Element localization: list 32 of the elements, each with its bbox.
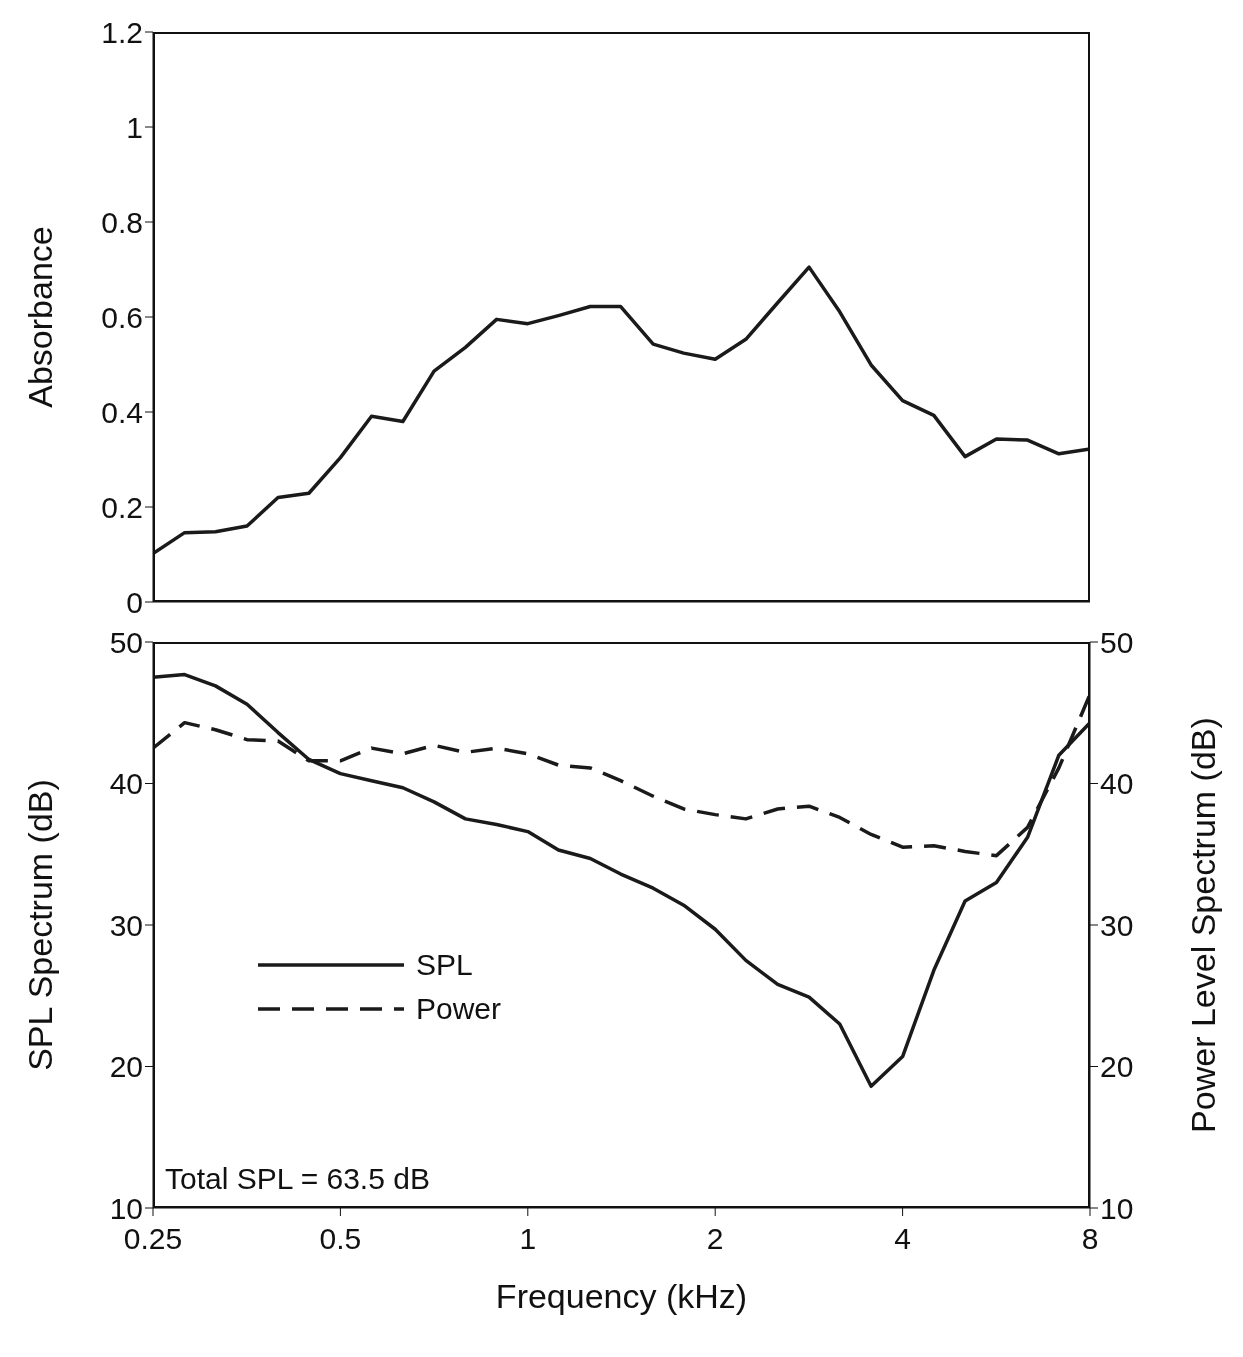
x-tick-label: 0.25 — [123, 1222, 183, 1256]
y-tick-label: 0.2 — [101, 490, 143, 524]
annotation: Total SPL = 63.5 dB — [165, 1162, 430, 1196]
legend-label: SPL — [416, 948, 473, 982]
y-tick-label: 0.4 — [101, 395, 143, 429]
y-tick-label: 1.2 — [101, 15, 143, 49]
legend-label: Power — [416, 992, 502, 1026]
y-tick-label: 0.8 — [101, 205, 143, 239]
x-tick-label: 0.5 — [319, 1222, 362, 1256]
y2-tick-label: 50 — [1100, 625, 1134, 659]
y2-tick-label: 40 — [1100, 767, 1134, 801]
y-axis-title: SPL Spectrum (dB) — [21, 779, 60, 1071]
line-series — [153, 672, 1090, 1089]
y-tick-label: 20 — [109, 1050, 143, 1084]
y-tick-label: 30 — [109, 908, 143, 942]
y2-tick-label: 20 — [1100, 1050, 1134, 1084]
x-tick-label: 1 — [519, 1222, 537, 1256]
y-tick-label: 10 — [109, 1191, 143, 1225]
y2-tick-label: 10 — [1100, 1191, 1134, 1225]
x-tick-label: 2 — [706, 1222, 724, 1256]
y2-tick-label: 30 — [1100, 908, 1134, 942]
x-axis-title: Frequency (kHz) — [495, 1277, 748, 1315]
y-tick-label: 40 — [109, 767, 143, 801]
x-tick-label: 8 — [1081, 1222, 1099, 1256]
y-axis-title: Absorbance — [21, 226, 60, 408]
y-tick-label: 50 — [109, 625, 143, 659]
line-series — [153, 265, 1090, 556]
y-tick-label: 0 — [126, 585, 143, 619]
y-tick-label: 1 — [126, 110, 143, 144]
x-tick-label: 4 — [894, 1222, 911, 1256]
y-tick-label: 0.6 — [101, 300, 143, 334]
y2-axis-title: Power Level Spectrum (dB) — [1184, 717, 1223, 1133]
